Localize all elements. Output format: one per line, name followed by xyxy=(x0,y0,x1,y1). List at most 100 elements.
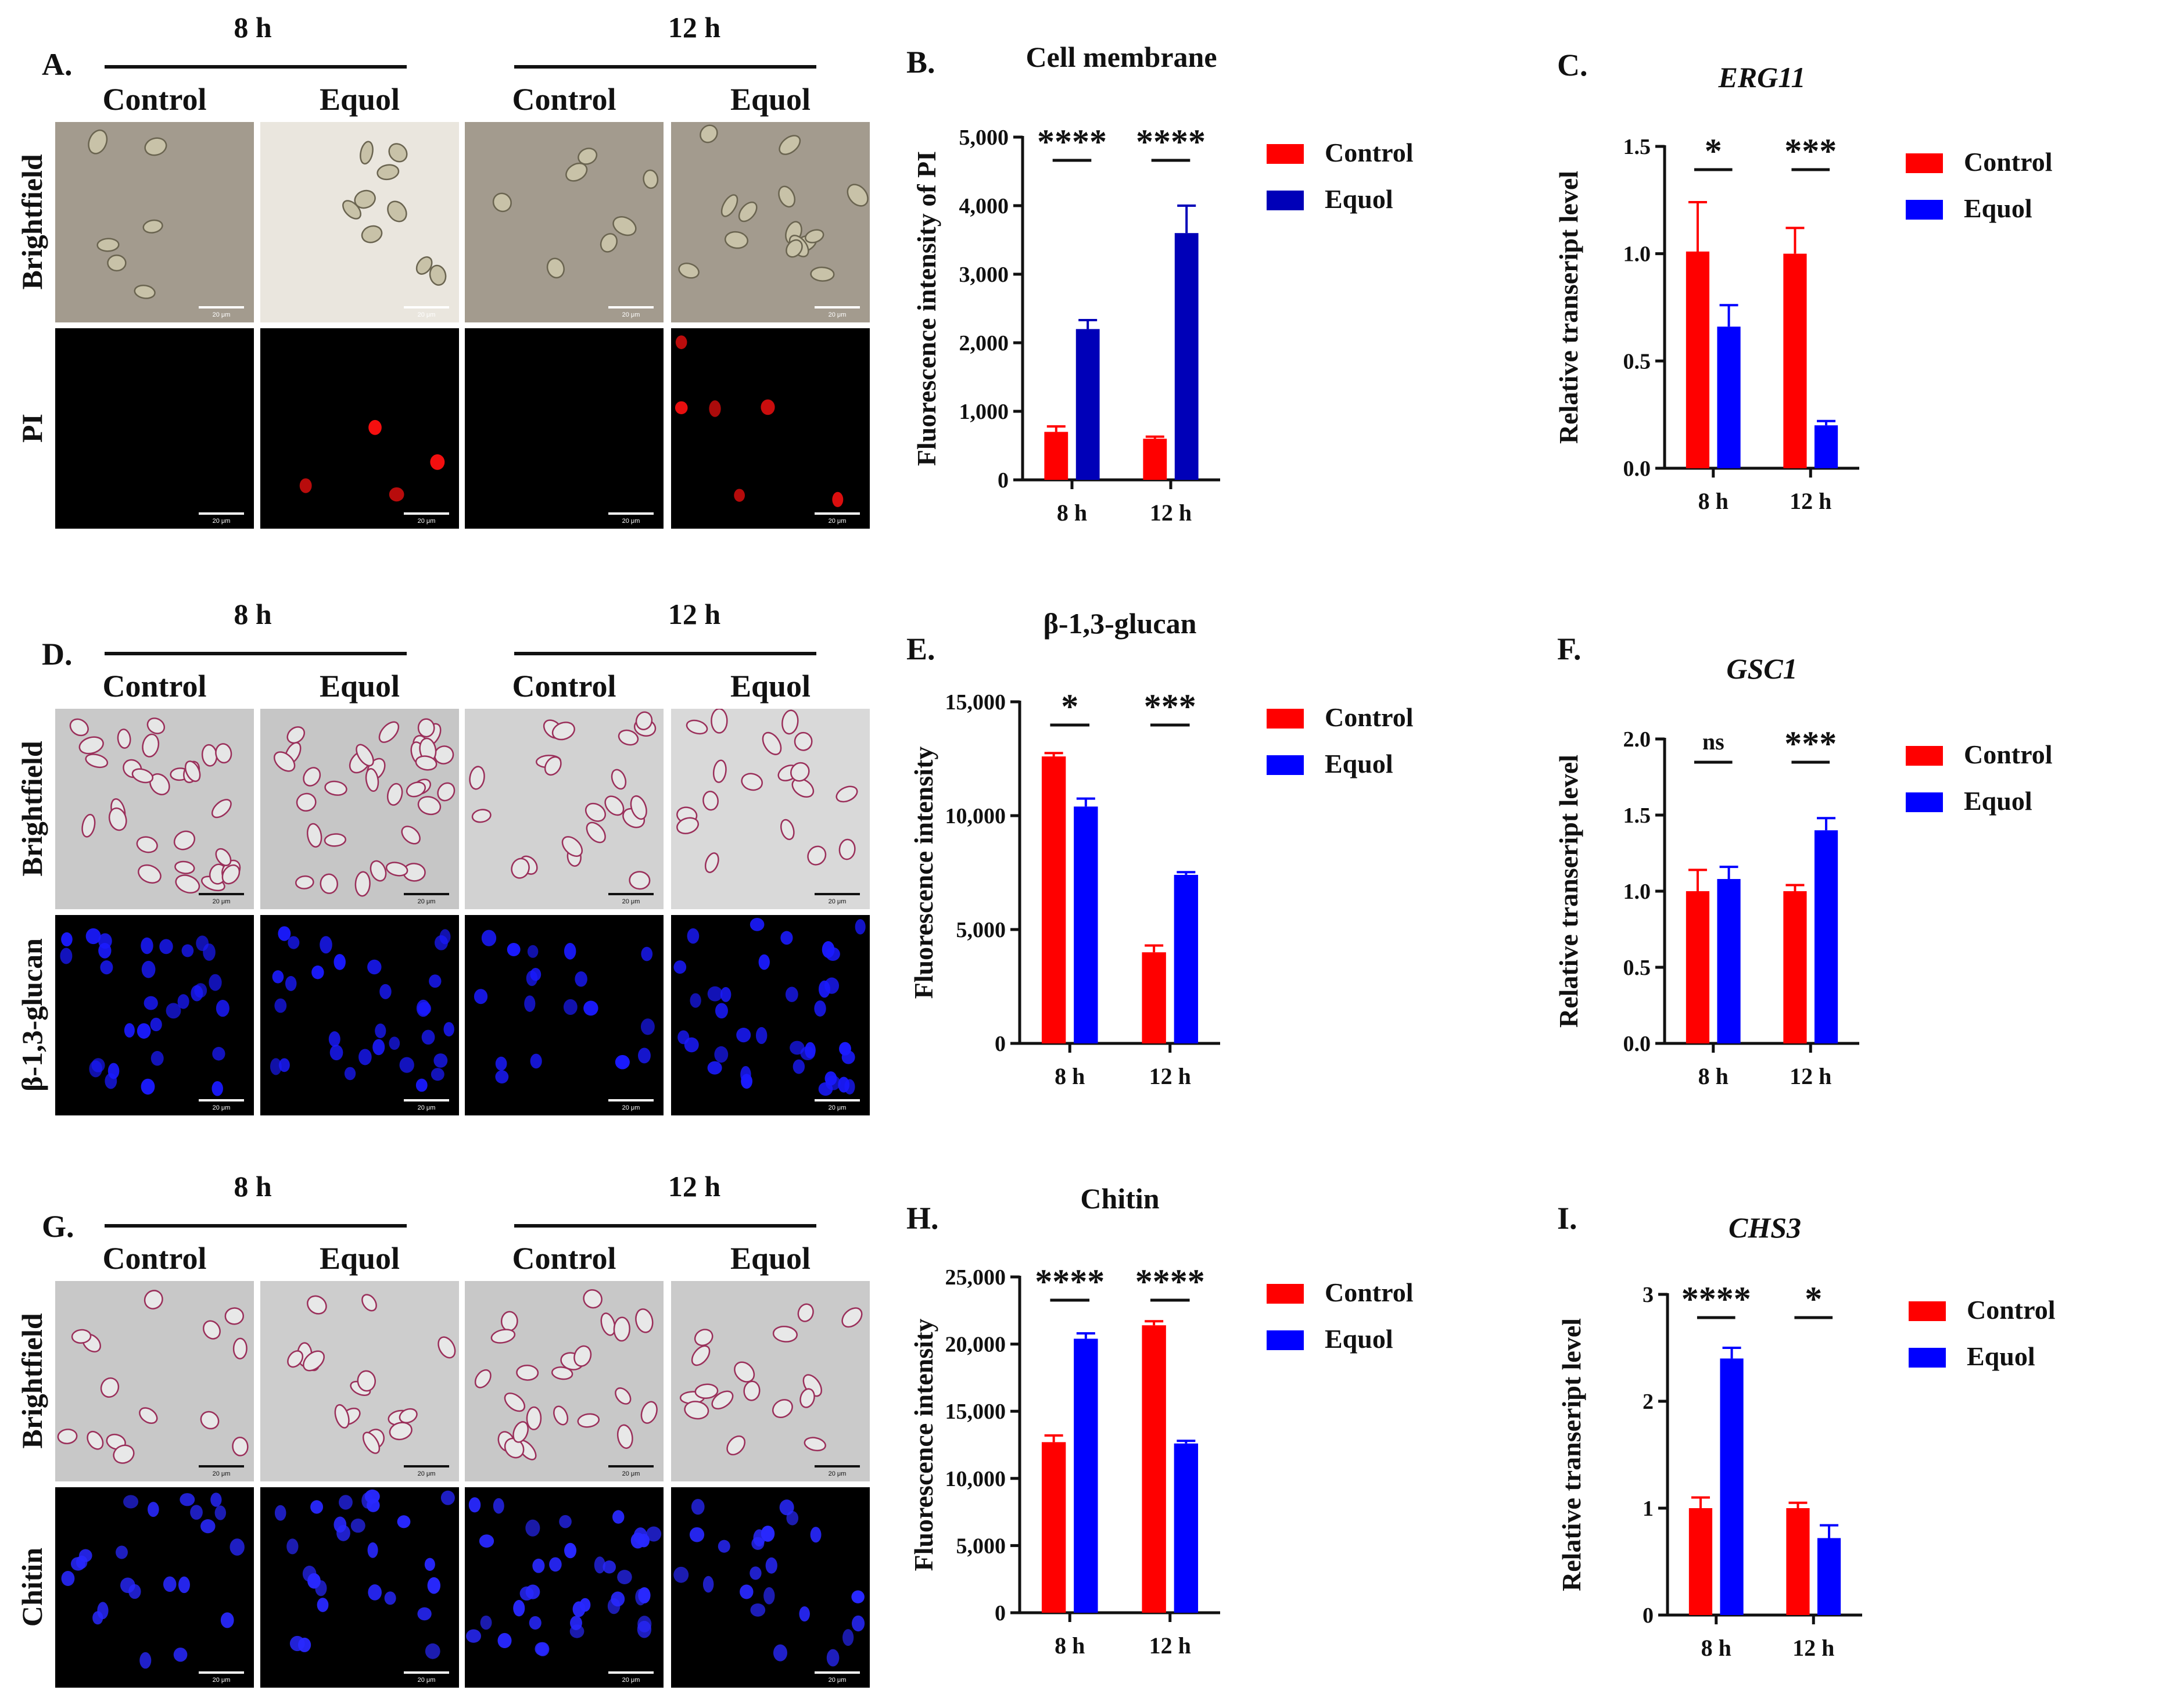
yeast-cell xyxy=(516,1364,539,1381)
yeast-cell xyxy=(356,744,374,767)
fluorescent-cell xyxy=(70,1557,85,1571)
x-tick-label: 12 h xyxy=(1149,1632,1191,1659)
time-bracket-line xyxy=(105,65,407,69)
yeast-cell xyxy=(388,143,408,163)
brightfield-micrograph: 20 μm xyxy=(671,122,870,322)
significance-label: **** xyxy=(1035,1262,1105,1301)
panel-letter: A. xyxy=(42,47,73,82)
yeast-cell xyxy=(565,162,588,182)
yeast-cell xyxy=(303,767,321,787)
fluorescent-cell xyxy=(311,965,324,979)
fluorescent-cell xyxy=(750,1566,762,1580)
yeast-cell xyxy=(406,781,426,798)
fluorescent-cell xyxy=(424,1558,435,1571)
fluorescent-cell xyxy=(750,1603,766,1617)
yeast-cell xyxy=(401,826,421,845)
fluorescent-cell xyxy=(763,1587,775,1605)
y-axis-label: Fluorescence intensity of PI xyxy=(912,151,941,466)
fluorescent-cell xyxy=(212,1047,225,1061)
fluorescent-cell xyxy=(216,1000,230,1017)
y-tick-label: 5,000 xyxy=(956,1534,1006,1558)
fluorescent-cell xyxy=(851,1615,865,1632)
yeast-cell xyxy=(71,1329,92,1344)
yeast-cell xyxy=(415,256,433,275)
yeast-cell xyxy=(307,1295,327,1315)
bar-equol-1 xyxy=(1174,1443,1199,1613)
fluorescent-cell xyxy=(372,1039,385,1056)
fluorescent-cell xyxy=(274,1505,286,1521)
fluorescent-cell xyxy=(535,1642,548,1656)
legend-label: Control xyxy=(1325,702,1414,732)
fluorescent-cell xyxy=(800,1046,815,1061)
fluorescent-cell xyxy=(750,917,765,931)
fluorescent-cell xyxy=(120,1577,135,1594)
scale-bar-label: 20 μm xyxy=(829,1677,847,1684)
yeast-cell xyxy=(810,266,835,282)
time-bracket-line xyxy=(105,652,407,655)
brightfield-micrograph: 20 μm xyxy=(260,709,459,909)
column-label: Control xyxy=(512,669,616,704)
yeast-cell xyxy=(511,857,530,879)
fluorescent-cell xyxy=(61,1570,75,1587)
yeast-cell xyxy=(429,264,447,286)
y-tick-label: 4,000 xyxy=(959,194,1009,218)
yeast-cell xyxy=(69,718,89,737)
yeast-cell xyxy=(712,759,727,783)
fluorescent-cell xyxy=(479,1534,494,1548)
chart-B-svg: B. Cell membrane 0 1,000 2,000 3,000 4,000 5,00… xyxy=(906,41,1414,526)
scale-bar-label: 20 μm xyxy=(418,311,436,318)
yeast-cell xyxy=(57,1429,78,1444)
yeast-cell xyxy=(286,726,305,744)
scale-bar xyxy=(199,1671,244,1674)
fluorescent-cell xyxy=(178,1576,190,1594)
fluorescence-micrograph: 20 μm xyxy=(260,915,459,1115)
fluorescence-micrograph: 20 μm xyxy=(260,328,459,529)
fluorescent-cell xyxy=(799,1606,810,1622)
significance-label: *** xyxy=(1144,687,1196,726)
yeast-cell xyxy=(85,753,109,769)
fluorescence-micrograph: 20 μm xyxy=(465,915,664,1115)
fluorescent-cell xyxy=(839,1042,851,1056)
fluorescent-cell xyxy=(289,1635,305,1652)
fluorescent-cell xyxy=(328,1031,340,1047)
yeast-cell xyxy=(772,1325,798,1343)
fluorescent-cell xyxy=(98,942,112,959)
fluorescent-cell xyxy=(367,959,382,975)
yeast-cell xyxy=(613,1316,630,1342)
significance-label: *** xyxy=(1784,132,1837,170)
fluorescent-cell xyxy=(429,974,442,988)
chart-title: ERG11 xyxy=(1717,61,1805,94)
yeast-cell xyxy=(417,796,442,816)
legend-swatch xyxy=(1906,153,1943,173)
yeast-cell xyxy=(738,201,758,223)
panel-letter: G. xyxy=(42,1209,74,1244)
panel-letter: F. xyxy=(1557,631,1582,666)
x-tick-label: 8 h xyxy=(1055,1063,1085,1089)
yeast-cell xyxy=(490,1329,516,1344)
legend-swatch xyxy=(1267,1330,1304,1350)
x-tick-label: 12 h xyxy=(1150,500,1192,526)
fluorescent-cell xyxy=(640,1018,655,1035)
scale-bar xyxy=(815,893,860,895)
x-tick-label: 12 h xyxy=(1792,1635,1834,1661)
scale-bar xyxy=(815,1465,860,1467)
bar-equol-0 xyxy=(1074,806,1098,1043)
scale-bar-label: 20 μm xyxy=(418,1677,436,1684)
y-tick-label: 5,000 xyxy=(959,125,1009,150)
chart-C: C. ERG11 0.0 0.5 1.0 1.5 Relative transeript l… xyxy=(1546,0,2173,558)
yeast-cell xyxy=(200,1411,220,1430)
fluorescent-cell xyxy=(278,926,291,941)
yeast-cell xyxy=(600,233,618,253)
fluorescent-cell xyxy=(159,939,173,955)
legend-swatch xyxy=(1906,746,1943,766)
fluorescent-cell xyxy=(209,974,222,991)
fluorescent-cell xyxy=(466,1629,481,1643)
fluorescent-cell xyxy=(761,1526,775,1542)
yeast-cell xyxy=(334,1404,350,1429)
yeast-cell xyxy=(780,819,795,841)
fluorescent-cell xyxy=(416,999,431,1017)
time-label: 8 h xyxy=(234,598,272,630)
yeast-cell xyxy=(504,1437,525,1459)
yeast-cell xyxy=(573,1345,592,1367)
